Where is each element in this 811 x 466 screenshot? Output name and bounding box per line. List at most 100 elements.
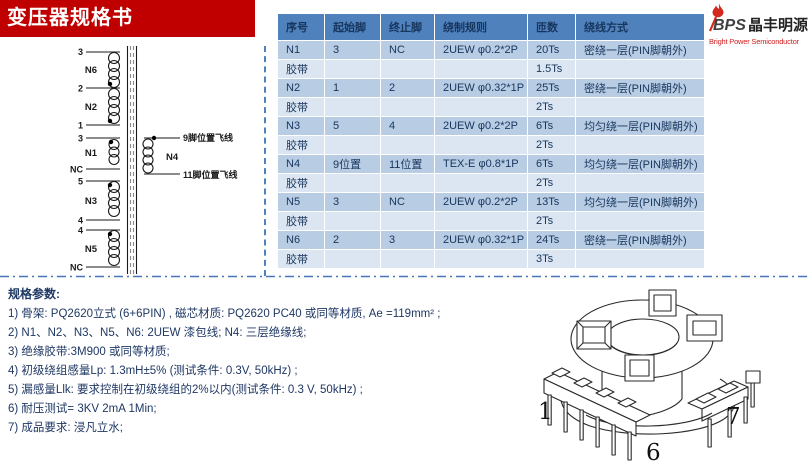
table-cell xyxy=(325,98,380,116)
table-cell: 3Ts xyxy=(528,250,575,268)
table-row: N1 3 NC 2UEW φ0.2*2P 20Ts 密绕一层(PIN脚朝外) xyxy=(278,41,704,59)
spec-item-2: 2) N1、N2、N3、N5、N6: 2UEW 漆包线; N4: 三层绝缘线; xyxy=(8,327,307,339)
bobbin-pin-label-7: 7 xyxy=(726,404,741,430)
col-header-winding-method: 绕线方式 xyxy=(576,14,704,40)
pin-label: 2 xyxy=(78,84,83,94)
logo-mark-graphic: BPS 晶丰明源 xyxy=(708,3,808,34)
table-header-row: 序号 起始脚 终止脚 绕制规则 匝数 绕线方式 xyxy=(278,14,704,40)
table-row: 胶带 2Ts xyxy=(278,174,704,192)
table-cell xyxy=(381,250,434,268)
table-cell: 密绕一层(PIN脚朝外) xyxy=(576,231,704,249)
pin-label: 5 xyxy=(78,177,83,187)
table-cell: 2Ts xyxy=(528,212,575,230)
table-cell: 11位置 xyxy=(381,155,434,173)
table-row: 胶带 2Ts xyxy=(278,136,704,154)
spec-item-3: 3) 绝缘胶带:3M900 或同等材质; xyxy=(8,346,170,358)
table-cell xyxy=(435,174,527,192)
fly-wire-label-top: 9脚位置飞线 xyxy=(183,132,233,143)
table-cell: 胶带 xyxy=(278,250,324,268)
table-cell: 5 xyxy=(325,117,380,135)
table-cell: 均匀绕一层(PIN脚朝外) xyxy=(576,155,704,173)
table-cell: 胶带 xyxy=(278,174,324,192)
table-cell xyxy=(381,212,434,230)
table-cell xyxy=(325,136,380,154)
polarity-dot xyxy=(107,118,113,124)
winding-name: N6 xyxy=(85,65,97,76)
table-cell xyxy=(381,174,434,192)
table-cell xyxy=(435,250,527,268)
logo-brand-cn: 晶丰明源 xyxy=(748,16,808,34)
table-cell: 胶带 xyxy=(278,98,324,116)
spec-parameters-section: 规格参数: 1) 骨架: PQ2620立式 (6+6PIN) , 磁芯材质: P… xyxy=(8,285,508,438)
winding-name: N2 xyxy=(85,102,97,113)
pin-label: 3 xyxy=(78,134,83,144)
pin-label: NC xyxy=(70,263,83,273)
table-cell: 均匀绕一层(PIN脚朝外) xyxy=(576,117,704,135)
table-cell: 2UEW φ0.2*2P xyxy=(435,41,527,59)
company-logo: BPS 晶丰明源 Bright Power Semiconductor xyxy=(706,2,810,46)
table-cell: 20Ts xyxy=(528,41,575,59)
winding-name: N1 xyxy=(85,148,98,159)
winding-name: N4 xyxy=(166,152,179,163)
col-header-winding-rule: 绕制规则 xyxy=(435,14,527,40)
table-cell: 2UEW φ0.2*2P xyxy=(435,193,527,211)
table-row: 胶带 1.5Ts xyxy=(278,60,704,78)
logo-red-slash xyxy=(708,16,718,32)
flame-icon xyxy=(712,3,724,18)
horizontal-dashdot-divider xyxy=(0,275,811,278)
table-cell xyxy=(576,136,704,154)
bobbin-pin-label-1: 1 xyxy=(538,399,553,425)
table-row: 胶带 2Ts xyxy=(278,212,704,230)
spec-item-1: 1) 骨架: PQ2620立式 (6+6PIN) , 磁芯材质: PQ2620 … xyxy=(8,308,441,320)
table-cell xyxy=(325,250,380,268)
spec-item-4: 4) 初级绕组感量Lp: 1.3mH±5% (测试条件: 0.3V, 50kHz… xyxy=(8,365,298,377)
table-cell: 3 xyxy=(381,231,434,249)
table-cell: 6Ts xyxy=(528,117,575,135)
col-header-seq: 序号 xyxy=(278,14,324,40)
table-row: 胶带 3Ts xyxy=(278,250,704,268)
table-cell: 2UEW φ0.32*1P xyxy=(435,231,527,249)
table-row: N4 9位置 11位置 TEX-E φ0.8*1P 6Ts 均匀绕一层(PIN脚朝外) xyxy=(278,155,704,173)
table-cell: N4 xyxy=(278,155,324,173)
table-cell: 均匀绕一层(PIN脚朝外) xyxy=(576,193,704,211)
table-cell xyxy=(381,98,434,116)
polarity-dot xyxy=(107,231,113,237)
table-cell xyxy=(576,250,704,268)
table-cell: 密绕一层(PIN脚朝外) xyxy=(576,79,704,97)
table-cell: 13Ts xyxy=(528,193,575,211)
polarity-dot xyxy=(107,182,113,188)
table-cell: 6Ts xyxy=(528,155,575,173)
table-cell: 胶带 xyxy=(278,60,324,78)
table-cell xyxy=(381,60,434,78)
pin-label: 1 xyxy=(78,121,83,131)
fly-wire-label-bottom: 11脚位置飞线 xyxy=(183,169,238,180)
table-cell: 密绕一层(PIN脚朝外) xyxy=(576,41,704,59)
table-row: N2 1 2 2UEW φ0.32*1P 25Ts 密绕一层(PIN脚朝外) xyxy=(278,79,704,97)
table-cell: N6 xyxy=(278,231,324,249)
spec-item-7: 7) 成品要求: 浸凡立水; xyxy=(8,422,124,434)
table-cell: 2Ts xyxy=(528,174,575,192)
polarity-dot xyxy=(107,81,113,87)
table-cell: NC xyxy=(381,41,434,59)
table-cell xyxy=(576,98,704,116)
table-cell: N3 xyxy=(278,117,324,135)
table-cell xyxy=(576,60,704,78)
spec-item-6: 6) 耐压测试= 3KV 2mA 1Min; xyxy=(8,403,157,415)
table-cell: TEX-E φ0.8*1P xyxy=(435,155,527,173)
pin-label: NC xyxy=(70,165,83,175)
table-cell: N1 xyxy=(278,41,324,59)
col-header-turns: 匝数 xyxy=(528,14,575,40)
table-cell xyxy=(576,212,704,230)
table-cell: 胶带 xyxy=(278,212,324,230)
winding-name: N3 xyxy=(85,196,97,207)
spec-item-5: 5) 漏感量Llk: 要求控制在初级绕组的2%以内(测试条件: 0.3 V, 5… xyxy=(8,384,363,396)
table-cell: 1 xyxy=(325,79,380,97)
table-cell xyxy=(435,136,527,154)
table-cell: N2 xyxy=(278,79,324,97)
table-cell: 24Ts xyxy=(528,231,575,249)
table-cell: 2Ts xyxy=(528,98,575,116)
polarity-dot xyxy=(108,139,114,145)
table-cell: 3 xyxy=(325,193,380,211)
logo-brand-en: Bright Power Semiconductor xyxy=(709,37,799,46)
